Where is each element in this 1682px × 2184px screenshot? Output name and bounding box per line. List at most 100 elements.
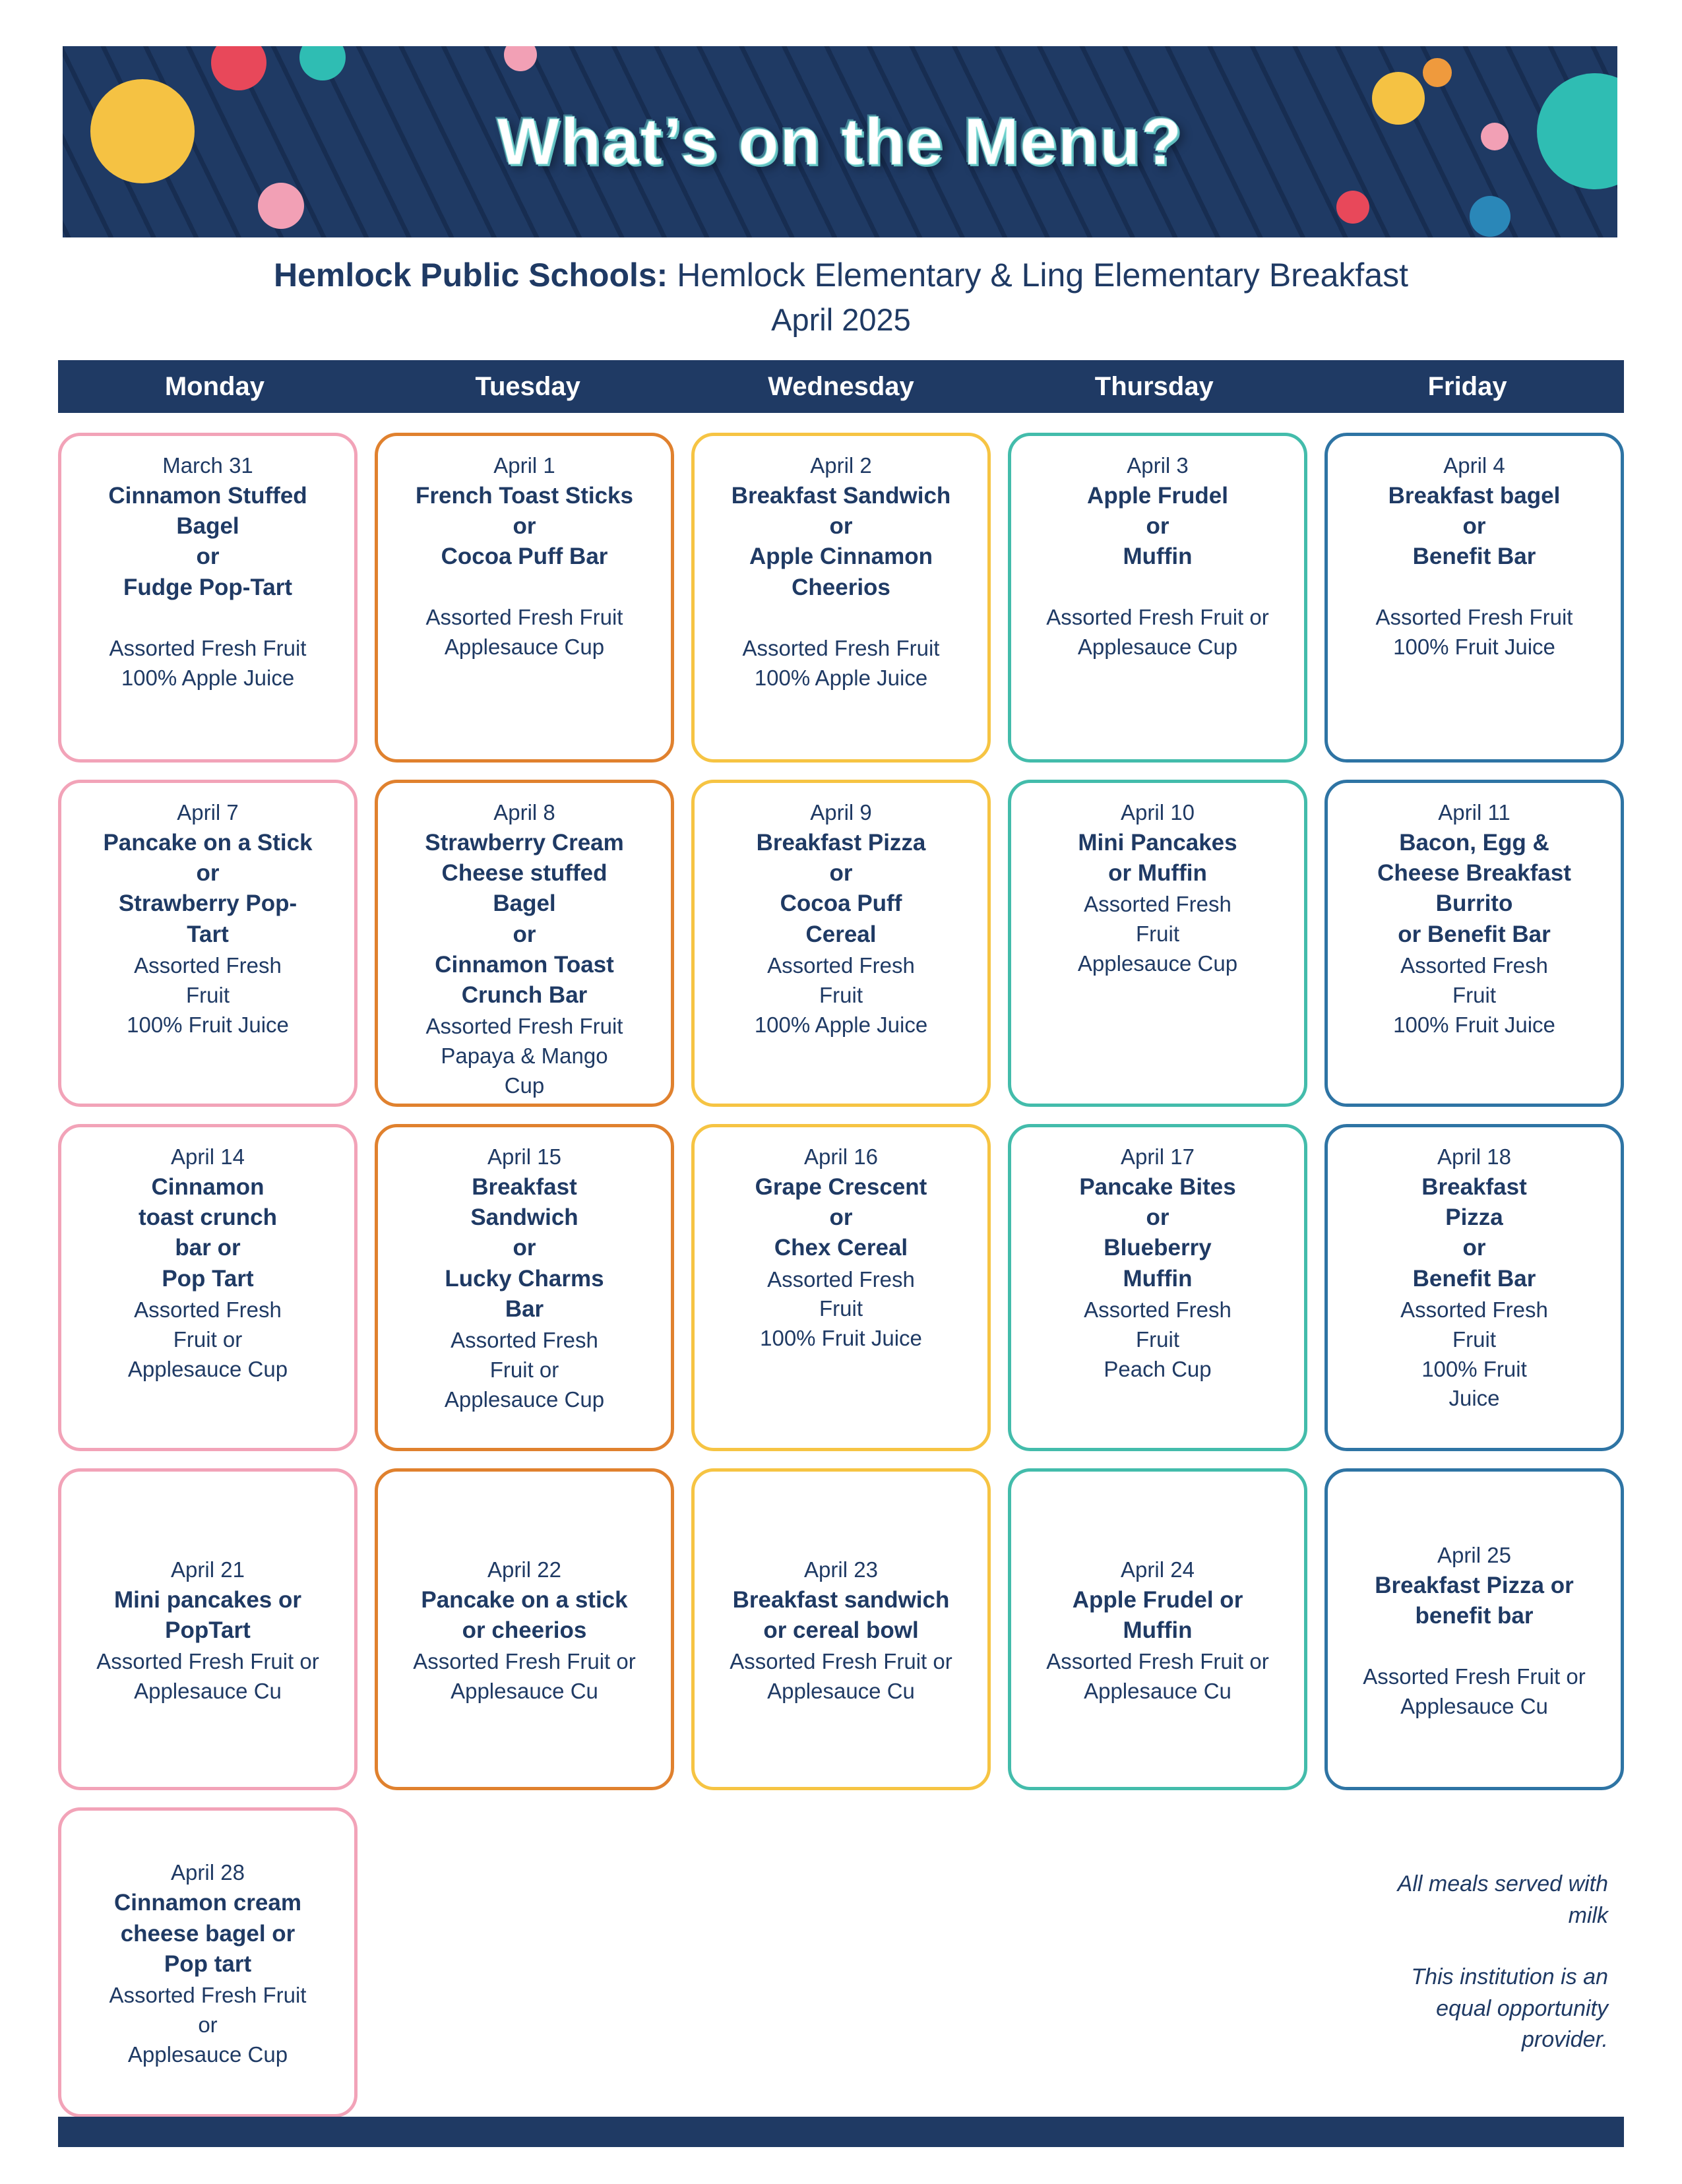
card-date: April 14 (171, 1144, 245, 1169)
card-sides: Assorted Fresh Fruit or Applesauce Cu (413, 1649, 636, 1704)
card-sides: Assorted Fresh Fruit 100% Fruit Juice (1375, 605, 1573, 660)
card-date: April 11 (1438, 800, 1511, 825)
card-entree: Strawberry Cream Cheese stuffed Bagel or… (425, 830, 624, 1008)
card-sides: Assorted Fresh Fruit or Applesauce Cup (127, 1297, 288, 1381)
card-date: April 15 (487, 1144, 561, 1169)
note-institution: This institution is an equal opportunity… (1411, 1964, 1608, 2053)
banner: What’s on the Menu? (63, 46, 1617, 237)
card-entree: Pancake Bites or Blueberry Muffin (1079, 1174, 1236, 1292)
footnotes: All meals served with milk This institut… (1008, 1869, 1624, 2056)
menu-card: April 24 Apple Frudel or Muffin Assorted… (1008, 1468, 1307, 1790)
card-sides: Assorted Fresh Fruit or Applesauce Cu (730, 1649, 952, 1704)
decorative-dot-pink-right (1481, 123, 1509, 150)
note-milk: All meals served with milk (1397, 1871, 1608, 1928)
menu-card: April 23 Breakfast sandwich or cereal bo… (691, 1468, 991, 1790)
decorative-dot-red-bottom-right (1336, 191, 1369, 224)
weekday-wednesday: Wednesday (768, 371, 914, 401)
weekday-friday: Friday (1427, 371, 1507, 401)
menu-card: April 21 Mini pancakes or PopTart Assort… (58, 1468, 358, 1790)
menu-card: April 28 Cinnamon cream cheese bagel or … (58, 1807, 358, 2117)
card-date: April 22 (487, 1557, 561, 1582)
card-entree: Breakfast Sandwich or Apple Cinnamon Che… (731, 483, 951, 600)
card-entree: Mini pancakes or PopTart (114, 1586, 301, 1644)
card-entree: Apple Frudel or Muffin (1072, 1586, 1243, 1644)
school-subtitle: Hemlock Elementary & Ling Elementary Bre… (668, 257, 1409, 294)
weekday-thursday: Thursday (1094, 371, 1214, 401)
card-date: April 7 (177, 800, 239, 825)
card-date: April 2 (810, 453, 872, 478)
card-date: April 1 (493, 453, 555, 478)
card-entree: Apple Frudel or Muffin (1087, 483, 1228, 570)
menu-card: March 31 Cinnamon Stuffed Bagel or Fudge… (58, 433, 358, 763)
card-entree: Breakfast bagel or Benefit Bar (1388, 483, 1561, 570)
month-title: April 2025 (771, 302, 911, 337)
menu-card: April 22 Pancake on a stick or cheerios … (375, 1468, 674, 1790)
card-date: April 8 (493, 800, 555, 825)
card-sides: Assorted Fresh Fruit 100% Apple Juice (742, 635, 940, 690)
card-sides: Assorted Fresh Fruit or Applesauce Cup (109, 1982, 307, 2067)
card-entree: Mini Pancakes or Muffin (1078, 830, 1237, 887)
card-sides: Assorted Fresh Fruit or Applesauce Cup (1046, 605, 1269, 660)
card-date: April 3 (1127, 453, 1189, 478)
card-entree: Breakfast Pizza or Benefit Bar (1412, 1174, 1536, 1292)
card-date: March 31 (162, 453, 253, 478)
card-entree: Pancake on a Stick or Strawberry Pop- Ta… (103, 830, 313, 947)
decorative-dot-yellow-large (90, 79, 195, 183)
card-sides: Assorted Fresh Fruit Papaya & Mango Cup (425, 1014, 623, 1098)
weekday-tuesday: Tuesday (475, 371, 580, 401)
calendar-grid: March 31 Cinnamon Stuffed Bagel or Fudge… (58, 433, 1624, 2117)
banner-title: What’s on the Menu? (497, 104, 1183, 179)
card-sides: Assorted Fresh Fruit Peach Cup (1084, 1297, 1231, 1381)
menu-card: April 4 Breakfast bagel or Benefit Bar A… (1324, 433, 1624, 763)
menu-card: April 1 French Toast Sticks or Cocoa Puf… (375, 433, 674, 763)
card-entree: Cinnamon Stuffed Bagel or Fudge Pop-Tart (108, 483, 307, 600)
card-entree: Cinnamon cream cheese bagel or Pop tart (114, 1890, 301, 1977)
card-entree: Breakfast sandwich or cereal bowl (732, 1586, 950, 1644)
card-date: April 28 (171, 1860, 245, 1885)
card-sides: Assorted Fresh Fruit Applesauce Cup (1077, 892, 1238, 976)
menu-card: April 15 Breakfast Sandwich or Lucky Cha… (375, 1124, 674, 1451)
menu-card: April 14 Cinnamon toast crunch bar or Po… (58, 1124, 358, 1451)
card-entree: Breakfast Pizza or Cocoa Puff Cereal (756, 830, 926, 947)
decorative-dot-teal-top (299, 46, 346, 80)
card-sides: Assorted Fresh Fruit or Applesauce Cu (1046, 1649, 1269, 1704)
weekday-monday: Monday (164, 371, 265, 401)
menu-card: April 25 Breakfast Pizza or benefit bar … (1324, 1468, 1624, 1790)
school-name: Hemlock Public Schools: (273, 257, 668, 294)
card-date: April 10 (1121, 800, 1195, 825)
card-entree: Breakfast Sandwich or Lucky Charms Bar (445, 1174, 604, 1322)
menu-card: April 7 Pancake on a Stick or Strawberry… (58, 780, 358, 1107)
card-date: April 23 (804, 1557, 878, 1582)
menu-card: April 16 Grape Crescent or Chex Cereal A… (691, 1124, 991, 1451)
card-entree: French Toast Sticks or Cocoa Puff Bar (415, 483, 633, 570)
card-sides: Assorted Fresh Fruit 100% Fruit Juice (127, 952, 289, 1037)
card-sides: Assorted Fresh Fruit 100% Fruit Juice (1393, 952, 1555, 1037)
decorative-dot-pink-bottom-left (258, 183, 304, 229)
card-entree: Grape Crescent or Chex Cereal (755, 1174, 927, 1261)
decorative-dot-pink-top (504, 46, 537, 71)
card-sides: Assorted Fresh Fruit or Applesauce Cu (96, 1649, 319, 1704)
card-entree: Bacon, Egg & Cheese Breakfast Burrito or… (1377, 830, 1571, 947)
card-date: April 24 (1121, 1557, 1195, 1582)
menu-card: April 8 Strawberry Cream Cheese stuffed … (375, 780, 674, 1107)
card-date: April 21 (171, 1557, 245, 1582)
card-sides: Assorted Fresh Fruit or Applesauce Cup (444, 1327, 605, 1412)
menu-card: April 11 Bacon, Egg & Cheese Breakfast B… (1324, 780, 1624, 1107)
menu-card: April 17 Pancake Bites or Blueberry Muff… (1008, 1124, 1307, 1451)
footer-bar (58, 2117, 1624, 2147)
menu-card: April 3 Apple Frudel or Muffin Assorted … (1008, 433, 1307, 763)
menu-card: April 2 Breakfast Sandwich or Apple Cinn… (691, 433, 991, 763)
decorative-dot-blue-bottom-right (1470, 196, 1511, 237)
school-heading: Hemlock Public Schools: Hemlock Elementa… (66, 256, 1616, 295)
menu-card: April 10 Mini Pancakes or Muffin Assorte… (1008, 780, 1307, 1107)
card-entree: Pancake on a stick or cheerios (421, 1586, 628, 1644)
card-sides: Assorted Fresh Fruit Applesauce Cup (425, 605, 623, 660)
card-sides: Assorted Fresh Fruit 100% Apple Juice (754, 952, 928, 1037)
card-sides: Assorted Fresh Fruit or Applesauce Cu (1363, 1664, 1586, 1718)
card-sides: Assorted Fresh Fruit 100% Fruit Juice (760, 1266, 922, 1351)
card-entree: Cinnamon toast crunch bar or Pop Tart (138, 1174, 278, 1292)
weekday-header: Monday Tuesday Wednesday Thursday Friday (58, 360, 1624, 413)
decorative-dot-yellow-right (1372, 72, 1425, 125)
decorative-dot-teal-large-right (1537, 73, 1617, 189)
